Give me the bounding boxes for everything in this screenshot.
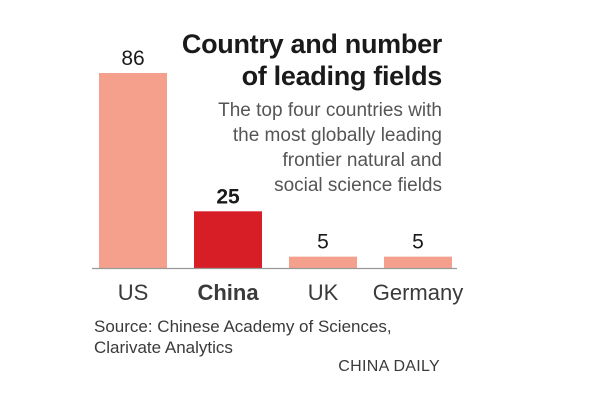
data-label-china: 25 xyxy=(216,185,240,208)
chart-subtitle-line-1: The top four countries with xyxy=(218,100,442,121)
source-line-2: Clarivate Analytics xyxy=(94,338,233,357)
chart-title-line-1: Country and number xyxy=(181,29,442,59)
bar-uk xyxy=(289,256,357,268)
source-note: Source: Chinese Academy of Sciences, Cla… xyxy=(94,316,392,358)
bar-germany xyxy=(384,256,452,268)
x-tick-label-uk: UK xyxy=(308,280,339,305)
chart-subtitle-line-4: social science fields xyxy=(274,175,442,196)
data-label-uk: 5 xyxy=(317,231,329,254)
bar-china xyxy=(194,211,262,268)
chart-subtitle-line-3: frontier natural and xyxy=(282,150,443,171)
source-line-1: Source: Chinese Academy of Sciences, xyxy=(94,317,392,336)
data-label-germany: 5 xyxy=(412,231,424,254)
data-label-us: 86 xyxy=(121,47,144,70)
x-tick-label-germany: Germany xyxy=(373,280,463,305)
x-tick-label-china: China xyxy=(197,280,259,305)
chart-title-line-2: of leading fields xyxy=(241,61,443,91)
x-tick-label-us: US xyxy=(118,280,149,305)
chart-subtitle-line-2: the most globally leading xyxy=(232,125,442,146)
publisher-credit: CHINA DAILY xyxy=(338,358,440,375)
chart-subtitle: The top four countries with the most glo… xyxy=(162,98,442,198)
bar-us xyxy=(99,73,167,268)
chart-title: Country and number of leading fields xyxy=(162,28,442,92)
